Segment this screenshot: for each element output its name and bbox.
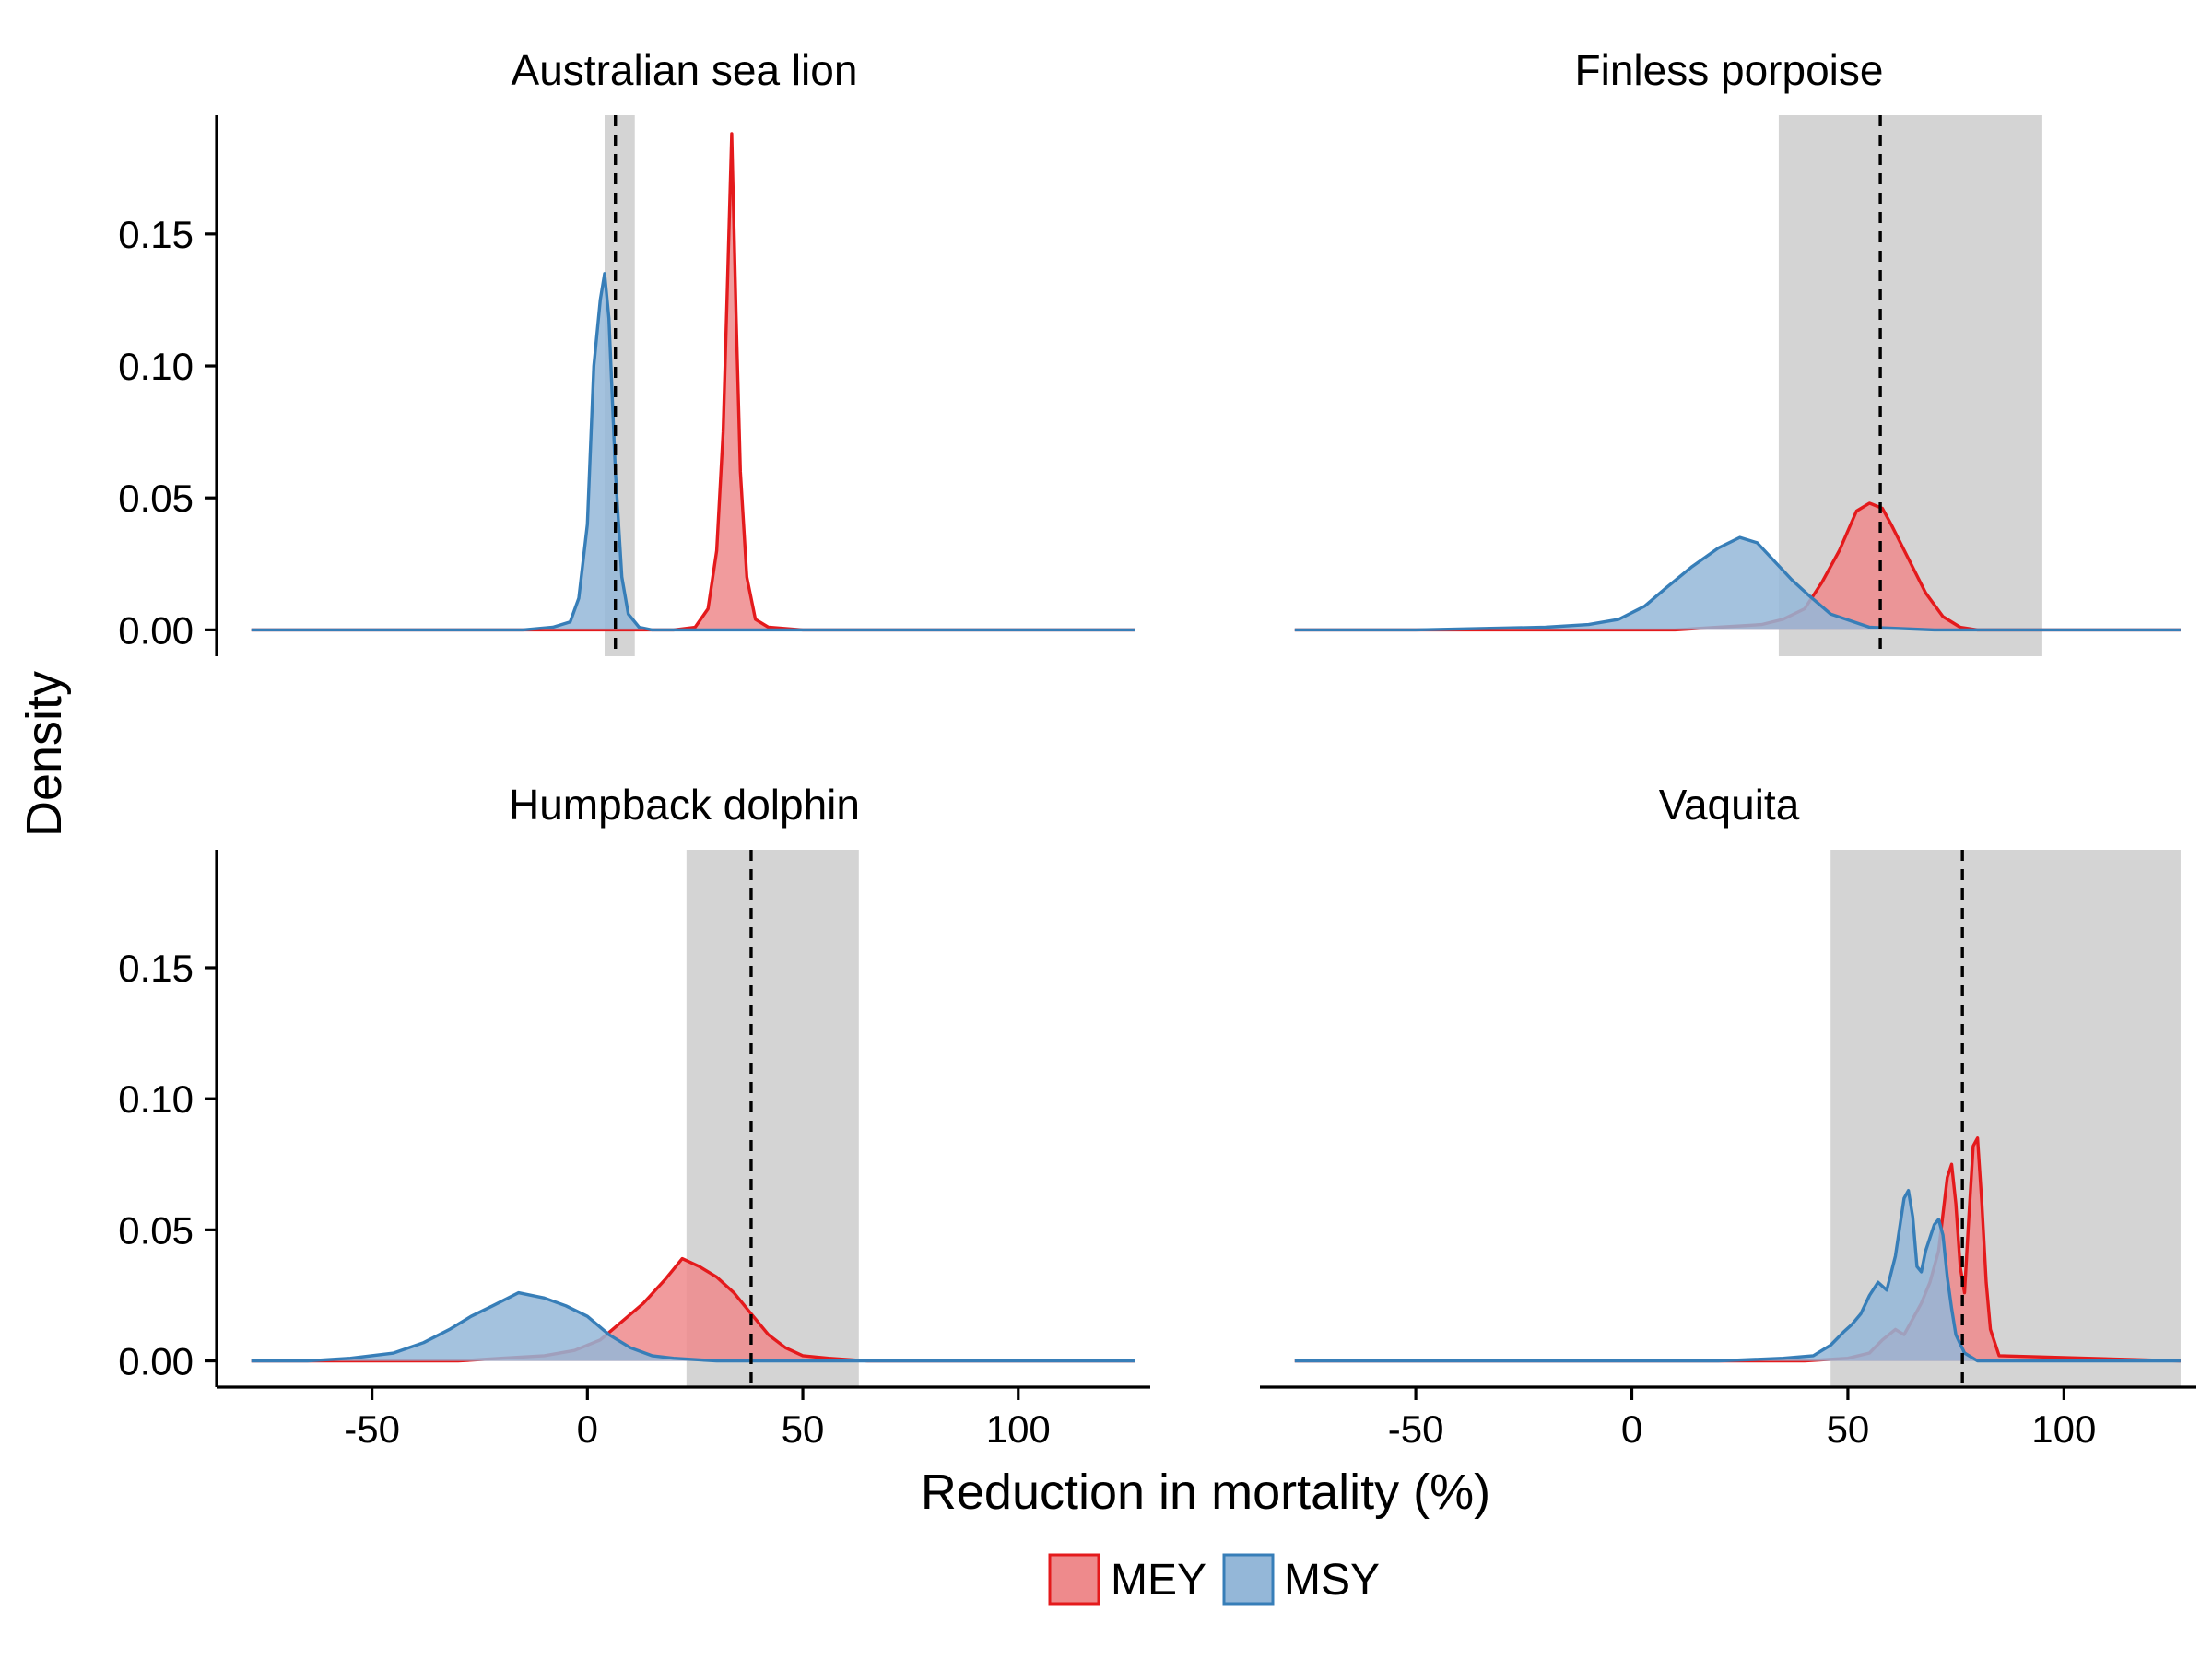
y-tick-label: 0.00 [118, 608, 194, 652]
panel-vaquita: Vaquita -50 0 50 100 [1260, 781, 2196, 1451]
x-tick-label: 100 [986, 1407, 1051, 1451]
y-tick-label: 0.05 [118, 477, 194, 520]
density-line-msy [1294, 1189, 2181, 1363]
legend-key-msy [1222, 1553, 1275, 1606]
y-tick-label: 0.00 [118, 1340, 194, 1383]
x-tick-label: 0 [577, 1407, 598, 1451]
density-area-mey [251, 1258, 1135, 1361]
x-tick-label: 50 [782, 1407, 825, 1451]
x-tick-label: -50 [1388, 1407, 1444, 1451]
density-line-msy [1294, 535, 2181, 632]
y-tick-label: 0.05 [118, 1208, 194, 1252]
y-tick-label: 0.10 [118, 1077, 194, 1121]
density-line-msy [251, 272, 1135, 632]
y-tick-label: 0.10 [118, 345, 194, 388]
density-area-msy [251, 1292, 1135, 1361]
panel-finless-porpoise: Finless porpoise [1294, 46, 2181, 656]
panel-title: Humpback dolphin [509, 781, 860, 829]
density-area-mey [251, 134, 1135, 630]
x-tick-label: 100 [2031, 1407, 2096, 1451]
density-line-mey [251, 132, 1135, 632]
legend-label-msy: MSY [1284, 1556, 1380, 1605]
x-axis-title: Reduction in mortality (%) [921, 1465, 1490, 1520]
density-area-mey [1294, 1137, 2181, 1361]
density-area-msy [251, 273, 1135, 630]
panel-title: Australian sea lion [512, 46, 858, 94]
density-area-msy [1294, 537, 2181, 630]
panel-australian-sea-lion: Australian sea lion 0.00 0.05 0.10 0.15 [118, 46, 1135, 656]
legend: MEY MSY [1048, 1553, 1380, 1606]
panel-title: Finless porpoise [1575, 46, 1884, 94]
panel-humpback-dolphin: Humpback dolphin 0.00 0.05 0.10 0.15 -50 0 50 10… [118, 781, 1150, 1451]
legend-key-mey [1048, 1553, 1100, 1606]
facet-panels: Australian sea lion 0.00 0.05 0.10 0.15 Finle… [118, 46, 2196, 1451]
legend-label-mey: MEY [1111, 1556, 1206, 1605]
panel-title: Vaquita [1659, 781, 1800, 829]
x-tick-label: 0 [1621, 1407, 1642, 1451]
y-tick-label: 0.15 [118, 947, 194, 990]
y-tick-label: 0.15 [118, 213, 194, 256]
x-tick-label: 50 [1827, 1407, 1870, 1451]
x-tick-label: -50 [344, 1407, 400, 1451]
y-axis-title: Density [17, 671, 72, 837]
density-line-msy [251, 1290, 1135, 1363]
